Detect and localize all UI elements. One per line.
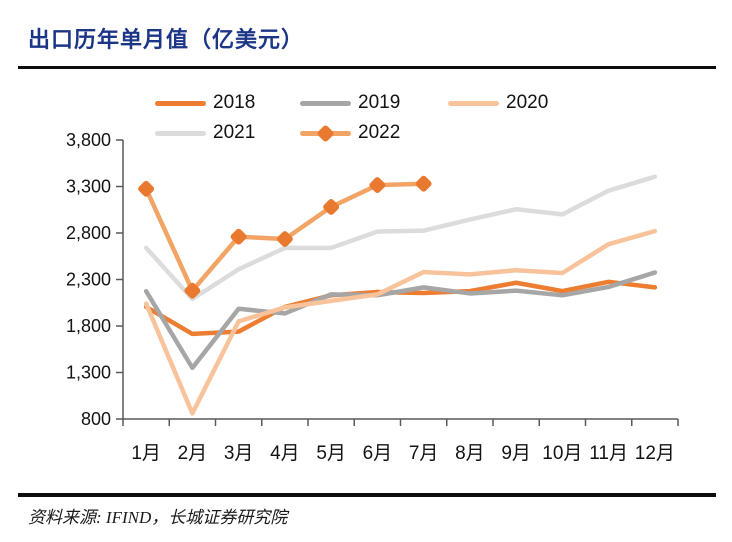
series-line-2020 (143, 228, 658, 416)
x-tick-label: 11月 (589, 443, 628, 464)
source-note: 资料来源: IFIND，长城证券研究院 (28, 508, 288, 527)
legend-line-swatch (448, 100, 499, 106)
legend-label: 2018 (213, 92, 256, 113)
diamond-marker-icon (323, 199, 340, 215)
legend-label: 2019 (358, 92, 401, 113)
axis-spines (122, 140, 678, 420)
x-tick-label: 2月 (178, 443, 208, 464)
x-tick-label: 1月 (131, 443, 161, 464)
legend-label: 2020 (506, 92, 549, 113)
legend-item-2020: 2020 (448, 92, 548, 114)
legend-item-2019: 2019 (300, 92, 400, 114)
y-tick-label: 3,800 (66, 130, 111, 150)
diamond-marker-icon (138, 180, 155, 197)
series-line-2021 (143, 174, 658, 302)
legend-line-swatch (300, 100, 351, 106)
x-tick-label: 5月 (316, 443, 346, 464)
x-tick-label: 8月 (455, 443, 485, 464)
chart-title: 出口历年单月值（亿美元） (28, 27, 305, 52)
diamond-marker-icon (184, 282, 201, 299)
legend-label: 2022 (358, 122, 401, 143)
legend-label: 2021 (213, 122, 256, 143)
series-line-2019 (143, 270, 658, 371)
x-tick-label: 10月 (542, 443, 582, 464)
legend-item-2022: 2022 (300, 122, 400, 144)
diamond-marker-icon (276, 231, 293, 247)
legend-item-2018: 2018 (155, 92, 255, 114)
diamond-marker-icon (415, 175, 432, 192)
y-tick-label: 3,300 (66, 177, 111, 197)
x-tick-label: 12月 (635, 443, 675, 464)
footer-rule (18, 493, 716, 497)
legend-line-swatch (155, 130, 206, 136)
x-tick-label: 6月 (363, 443, 393, 464)
x-tick-label: 7月 (409, 443, 439, 464)
diamond-marker-icon (369, 177, 386, 194)
x-tick-label: 3月 (224, 443, 254, 464)
diamond-marker-icon (230, 228, 247, 245)
y-tick-label: 800 (81, 409, 111, 429)
legend-line-swatch (300, 123, 351, 143)
title-rule (18, 66, 716, 69)
y-tick-label: 1,300 (66, 363, 111, 383)
x-tick-label: 4月 (270, 443, 300, 464)
legend-item-2021: 2021 (155, 122, 255, 144)
y-tick-label: 2,800 (66, 223, 111, 243)
x-tick-label: 9月 (501, 443, 531, 464)
y-tick-label: 1,800 (66, 316, 111, 336)
y-tick-label: 2,300 (66, 270, 111, 290)
legend-line-swatch (155, 100, 206, 106)
